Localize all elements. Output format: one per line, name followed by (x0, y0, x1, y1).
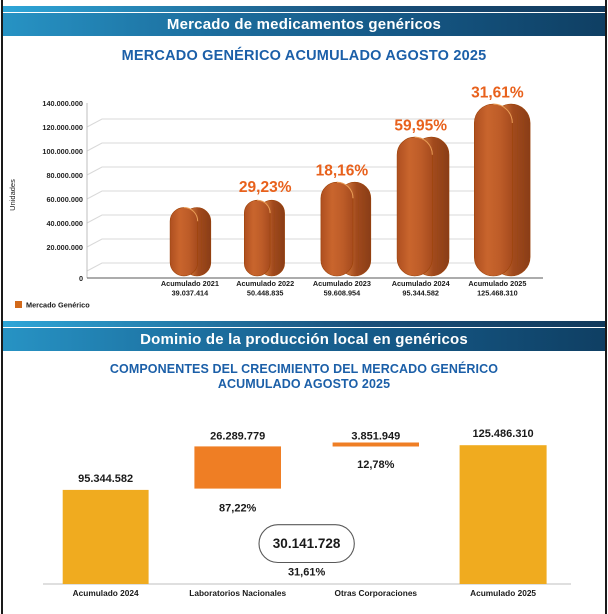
svg-text:120.000.000: 120.000.000 (42, 123, 83, 132)
svg-text:40.000.000: 40.000.000 (46, 219, 83, 228)
svg-text:125.468.310: 125.468.310 (477, 289, 518, 298)
svg-text:18,16%: 18,16% (316, 163, 369, 180)
svg-text:125.486.310: 125.486.310 (473, 428, 534, 440)
svg-text:100.000.000: 100.000.000 (42, 147, 83, 156)
svg-text:30.141.728: 30.141.728 (273, 536, 341, 551)
svg-text:Acumulado 2021: Acumulado 2021 (161, 279, 219, 288)
svg-text:Otras Corporaciones: Otras Corporaciones (335, 588, 418, 598)
svg-text:60.000.000: 60.000.000 (46, 195, 83, 204)
svg-text:Mercado Genérico: Mercado Genérico (26, 301, 90, 310)
svg-text:39.037.414: 39.037.414 (172, 289, 209, 298)
svg-text:59.608.954: 59.608.954 (324, 289, 361, 298)
svg-text:80.000.000: 80.000.000 (46, 171, 83, 180)
svg-text:Laboratorios Nacionales: Laboratorios Nacionales (189, 588, 286, 598)
svg-text:26.289.779: 26.289.779 (210, 430, 265, 442)
svg-text:87,22%: 87,22% (219, 502, 257, 514)
svg-text:3.851.949: 3.851.949 (351, 430, 400, 442)
svg-text:95.344.582: 95.344.582 (78, 473, 133, 485)
svg-text:Acumulado 2023: Acumulado 2023 (313, 279, 371, 288)
svg-text:31,61%: 31,61% (471, 85, 524, 102)
svg-text:Unidades: Unidades (8, 179, 17, 211)
svg-text:50.448.835: 50.448.835 (247, 289, 284, 298)
svg-text:95.344.582: 95.344.582 (402, 289, 439, 298)
svg-text:Acumulado 2024: Acumulado 2024 (392, 279, 451, 288)
svg-text:59,95%: 59,95% (394, 118, 447, 135)
svg-text:31,61%: 31,61% (288, 567, 326, 579)
svg-text:29,23%: 29,23% (239, 179, 292, 196)
svg-text:Acumulado 2022: Acumulado 2022 (236, 279, 294, 288)
svg-text:Acumulado 2024: Acumulado 2024 (73, 588, 139, 598)
svg-text:0: 0 (79, 274, 83, 283)
svg-text:Acumulado 2025: Acumulado 2025 (470, 588, 536, 598)
svg-text:12,78%: 12,78% (357, 459, 395, 471)
svg-text:20.000.000: 20.000.000 (46, 243, 83, 252)
svg-text:Acumulado 2025: Acumulado 2025 (468, 279, 526, 288)
svg-text:140.000.000: 140.000.000 (42, 99, 83, 108)
